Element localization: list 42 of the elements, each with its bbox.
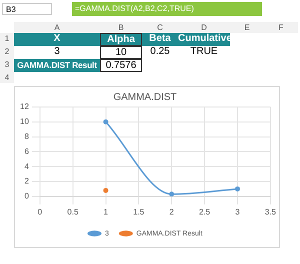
text: GAMMA.DIST Result xyxy=(14,59,100,72)
text: 3 xyxy=(53,46,61,59)
text: Beta xyxy=(142,33,178,46)
point xyxy=(103,119,108,124)
text: B xyxy=(100,22,142,33)
text: D xyxy=(178,22,230,33)
y-tick-label: 10 xyxy=(20,117,30,126)
text: 3 xyxy=(0,59,14,72)
text: =GAMMA.DIST(A2,B2,C2,TRUE) xyxy=(72,2,262,16)
text: 1 xyxy=(0,33,14,46)
x-tick-label: 0 xyxy=(38,207,43,216)
x-tick-label: 1 xyxy=(104,207,109,216)
text: X xyxy=(14,33,100,46)
x-tick-label: 2 xyxy=(169,207,174,216)
text: A xyxy=(14,22,100,33)
text: 2 xyxy=(0,46,14,59)
y-tick-label: 12 xyxy=(20,102,30,112)
y-tick-label: 6 xyxy=(24,146,30,156)
x-tick-label: 3 xyxy=(235,207,240,216)
text: 4 xyxy=(0,72,14,83)
y-tick-label: 8 xyxy=(24,132,30,142)
y-tick-label: 2 xyxy=(24,176,30,186)
text: Alpha xyxy=(100,33,142,46)
text: B3 xyxy=(2,3,52,15)
text: F xyxy=(264,22,298,33)
x-tick-label: 0.5 xyxy=(67,207,79,216)
text: 0.25 xyxy=(149,46,171,59)
text: 0.7576 xyxy=(100,59,142,72)
x-tick-label: 2.5 xyxy=(199,207,211,216)
text: Cumulative xyxy=(178,33,232,46)
text: C xyxy=(142,22,178,33)
text: 10 xyxy=(100,46,142,59)
chart-title: GAMMA.DIST xyxy=(113,92,177,103)
text: E xyxy=(230,22,264,33)
y-tick-label: 0 xyxy=(24,192,30,201)
text: TRUE xyxy=(189,46,219,59)
point xyxy=(169,192,174,196)
point xyxy=(103,188,108,193)
point xyxy=(235,186,240,192)
y-tick-label: 4 xyxy=(24,162,30,171)
x-tick-label: 3.5 xyxy=(264,207,277,216)
x-tick-label: 1.5 xyxy=(133,207,145,216)
